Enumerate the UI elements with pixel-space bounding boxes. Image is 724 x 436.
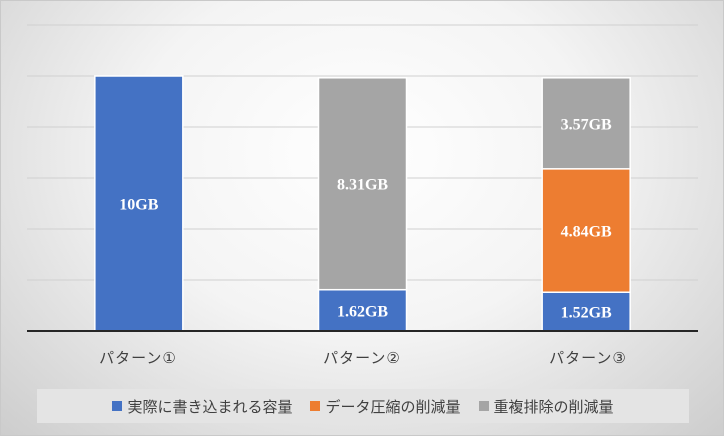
legend-item-compression: データ圧縮の削減量 (310, 396, 461, 417)
legend-label-dedup: 重複排除の削減量 (493, 397, 614, 416)
legend-swatch-compression (310, 401, 321, 411)
data-label-dedup-3: 3.57GB (561, 116, 612, 133)
bar-dedup-2 (317, 77, 408, 291)
legend: 実際に書き込まれる容量 データ圧縮の削減量 重複排除の削減量 (37, 389, 689, 423)
legend-label-compression: データ圧縮の削減量 (325, 397, 461, 416)
category-label-2: パターン② (323, 349, 401, 367)
legend-swatch-written (112, 401, 123, 411)
legend-item-written: 実際に書き込まれる容量 (112, 396, 292, 417)
data-label-dedup-2: 8.31GB (337, 177, 388, 194)
category-label-3: パターン③ (549, 349, 627, 367)
bar-written-2 (317, 288, 408, 332)
legend-swatch-dedup (478, 401, 489, 411)
bar-dedup-3 (541, 77, 631, 170)
data-label-compression-3: 4.84GB (561, 224, 612, 241)
data-label-written-3: 1.52GB (561, 305, 612, 322)
data-label-written-2: 1.62GB (337, 303, 388, 320)
category-label-1: パターン① (99, 349, 177, 367)
legend-item-dedup: 重複排除の削減量 (478, 396, 614, 417)
data-label-written-1: 10GB (119, 197, 158, 214)
legend-label-written: 実際に書き込まれる容量 (127, 397, 293, 416)
bar-compression-3 (541, 168, 631, 293)
